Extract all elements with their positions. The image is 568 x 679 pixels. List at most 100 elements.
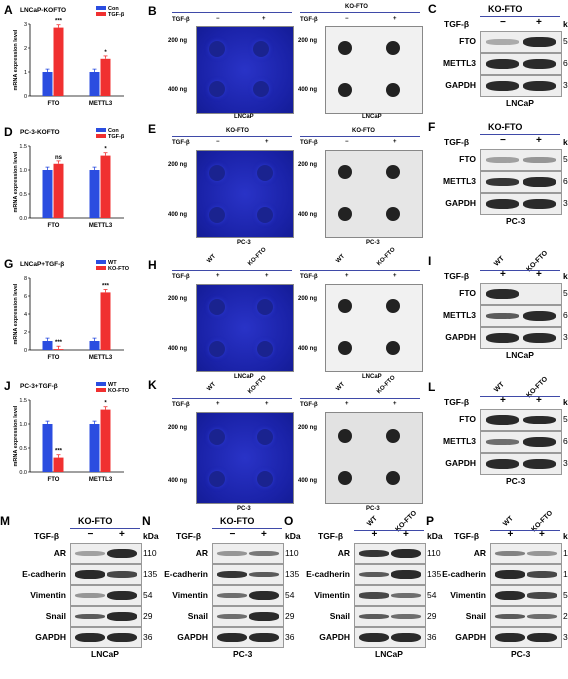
- plus-sign: +: [345, 401, 349, 407]
- tgf-label: TGF-β: [172, 274, 190, 280]
- caption: LNCaP: [91, 649, 119, 659]
- kda-value: 64: [563, 436, 568, 446]
- y-tick-label: 0.0: [19, 216, 27, 222]
- caption: PC-3: [511, 649, 531, 659]
- header-line: [354, 530, 424, 531]
- blot-vim: [70, 585, 142, 606]
- header-line: [480, 270, 560, 271]
- category-label: METTL3: [89, 223, 113, 229]
- kda-value: 36: [143, 631, 153, 642]
- bar-fto-1: [53, 27, 64, 97]
- band: [522, 80, 557, 92]
- wt-label: WT: [335, 253, 347, 265]
- blot-fto: [480, 31, 562, 53]
- header-line: [70, 528, 140, 529]
- wt-label: WT: [493, 255, 507, 268]
- band: [391, 548, 421, 559]
- category-label: FTO: [48, 223, 60, 229]
- band: [527, 632, 557, 643]
- tgf-label: TGF-β: [300, 274, 318, 280]
- plus-sign: +: [216, 273, 220, 279]
- blot-snail: [212, 606, 284, 627]
- dot-blot-H-m6a: [325, 284, 423, 372]
- caption-E1: PC-3: [237, 240, 251, 246]
- plus-sign: +: [539, 529, 545, 540]
- kda-value: 135: [285, 568, 300, 579]
- blot-ecad: [212, 564, 284, 585]
- ng200-label: 200 ng: [168, 425, 188, 431]
- ng200-label: 200 ng: [298, 425, 318, 431]
- bar-chart-G: G LNCaP+TGF-β WT KO-FTO 0 2 4 6 8 mRNA expression…: [0, 254, 138, 404]
- band: [495, 613, 525, 620]
- band: [522, 310, 557, 322]
- row-label-mettl3: METTL3: [442, 436, 476, 446]
- kofto-header-B: KO-FTO: [345, 4, 368, 10]
- significance-mark: ***: [55, 19, 63, 25]
- plus-sign: +: [393, 16, 397, 22]
- header-line: [480, 396, 560, 397]
- row-label-vim: Vimentin: [172, 589, 208, 600]
- y-tick-label: 1.0: [19, 168, 27, 174]
- significance-mark: *: [104, 147, 107, 153]
- ng200-label: 200 ng: [168, 162, 188, 168]
- kda-value: 36: [563, 458, 568, 468]
- kda-value: 110: [563, 547, 568, 558]
- bar-fto-1: [53, 349, 64, 350]
- panel-label-E: E: [148, 122, 157, 136]
- kda-value: 135: [427, 568, 442, 579]
- y-tick-label: 4: [24, 312, 27, 318]
- band: [249, 612, 279, 621]
- minus-sign: −: [216, 139, 220, 145]
- band: [359, 613, 389, 620]
- panel-label-O: O: [284, 514, 294, 528]
- bar-chart-A: A LNCaP-KOFTO Con TGF-β 0 1 2 3 mRNA expression …: [0, 0, 138, 150]
- row-label-ecad: E-cadherin: [22, 568, 66, 579]
- plus-sign: +: [500, 269, 506, 280]
- western-blot-M: M KO-FTO TGF-β − + kDa AR 110 E-cadherin 135 Vimen…: [0, 514, 160, 679]
- y-axis-label: mRNA expression level: [13, 29, 19, 90]
- tgf-label: TGF-β: [34, 531, 60, 541]
- legend-label: Con: [108, 128, 119, 134]
- wt-label: WT: [335, 381, 347, 393]
- band: [217, 632, 247, 643]
- caption: LNCaP: [506, 350, 534, 360]
- kda-value: 58: [563, 154, 568, 164]
- row-label-snail: Snail: [187, 610, 208, 621]
- dot-blot-B-m6a: [325, 26, 423, 114]
- blot-gapdh: [70, 627, 142, 648]
- band: [522, 177, 557, 187]
- blot-snail: [490, 606, 562, 627]
- band: [527, 550, 557, 557]
- legend-swatch: [96, 12, 106, 16]
- caption: PC-3: [506, 216, 526, 226]
- wt-label: WT: [365, 515, 379, 528]
- row-label-gapdh: GAPDH: [177, 631, 208, 642]
- significance-mark: *: [104, 50, 107, 56]
- caption: LNCaP: [506, 98, 534, 108]
- category-label: FTO: [48, 101, 60, 107]
- wt-label: WT: [501, 515, 515, 528]
- tgf-label: TGF-β: [172, 17, 190, 23]
- plus-sign: +: [393, 401, 397, 407]
- significance-mark: ***: [55, 449, 63, 455]
- kofto-header: KO-FTO: [78, 516, 113, 526]
- caption: PC-3: [233, 649, 253, 659]
- kda-value: 29: [563, 610, 568, 621]
- bar-mettl3-0: [89, 424, 100, 472]
- kofto-header-E1: KO-FTO: [226, 128, 249, 134]
- kda-value: 54: [143, 589, 153, 600]
- ng400-label: 400 ng: [168, 346, 188, 352]
- western-blot-O: O WT KO-FTO TGF-β + + kDa AR 110 E-cadherin 135 Vim…: [284, 510, 444, 679]
- row-label-mettl3: METTL3: [442, 176, 476, 186]
- kda-label: kDa: [427, 531, 443, 541]
- row-label-snail: Snail: [329, 610, 350, 621]
- blot-ecad: [354, 564, 426, 585]
- bar-mettl3-1: [100, 409, 111, 472]
- tgf-label: TGF-β: [172, 140, 190, 146]
- kda-label: kDa: [563, 19, 568, 29]
- band: [359, 571, 389, 578]
- band: [485, 58, 520, 70]
- band: [495, 590, 525, 601]
- blot-fto: [480, 409, 562, 431]
- band: [485, 332, 520, 344]
